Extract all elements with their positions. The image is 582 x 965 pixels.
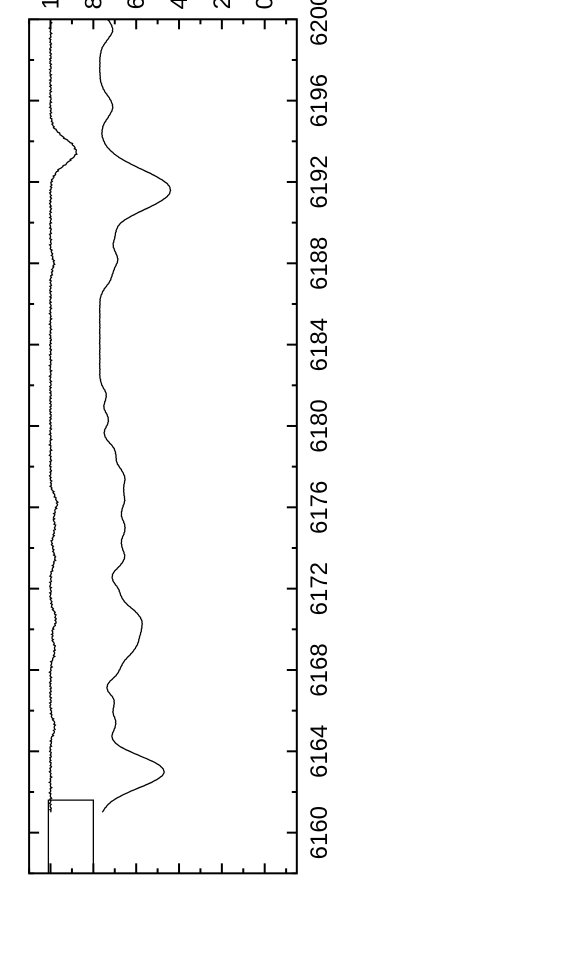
y-tick-label: 40 [166, 0, 193, 9]
x-tick-label: 6160 [306, 806, 333, 859]
x-tick-label: 6172 [306, 562, 333, 615]
y-tick-label: 100 [38, 0, 65, 9]
upper_spectrum-pregap [48, 800, 93, 873]
x-tick-label: 6184 [306, 318, 333, 371]
y-tick-label: 80 [80, 0, 107, 9]
y-tick-label: 0 [252, 0, 279, 9]
spectrum-chart: 0 20 40 60 80 100 6160 6164 6168 6172 6176 6180 6184… [0, 0, 582, 965]
x-tick-label: 6196 [306, 74, 333, 127]
x-tick-label: 6164 [306, 725, 333, 778]
x-tick-label: 6200 [306, 0, 333, 46]
x-tick-label: 6188 [306, 237, 333, 290]
y-tick-label: 20 [209, 0, 236, 9]
x-tick-label: 6192 [306, 155, 333, 208]
x-tick-label: 6168 [306, 643, 333, 696]
y-tick-label: 60 [123, 0, 150, 9]
upper_spectrum [49, 19, 77, 812]
x-tick-label: 6180 [306, 399, 333, 452]
x-tick-label: 6176 [306, 481, 333, 534]
lower_spectrum [99, 19, 170, 812]
